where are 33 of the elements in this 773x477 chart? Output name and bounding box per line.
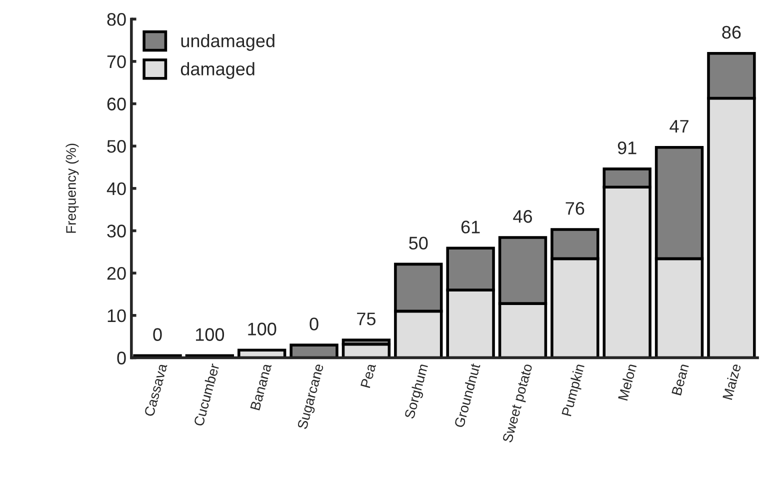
annotation: 91 [618,141,636,154]
y-axis-title: Frequency (%) [66,144,79,233]
y-tick-label: 60 [107,98,126,110]
y-tick-label: 80 [107,13,126,26]
x-tick-label: Melon [618,363,637,401]
annotation: 86 [722,26,741,39]
y-tick-label: 70 [107,55,126,68]
annotation: 100 [248,322,276,336]
annotation: 47 [670,120,688,132]
x-tick-label: Banana [250,362,272,410]
x-tick-label: Pea [360,362,376,388]
annotation: 0 [310,318,318,330]
legend-label: undamaged [181,34,274,51]
x-tick-label: Sweet potato [502,363,536,444]
annotation: 50 [409,236,428,250]
y-tick-label: 30 [107,224,126,238]
annotation: 100 [196,328,224,341]
annotation: 76 [566,202,584,215]
y-tick-label: 10 [108,309,126,322]
annotation: 0 [153,328,162,341]
x-tick-label: Maize [722,363,742,400]
annotation: 46 [513,210,532,223]
x-tick-label: Pumpkin [561,363,588,418]
legend-label: damaged [180,62,254,79]
annotation: 75 [357,312,376,326]
y-tick-label: 50 [107,140,126,153]
x-tick-label: Cassava [144,362,168,417]
y-tick-label: 40 [106,182,126,196]
annotation: 61 [461,220,480,234]
x-tick-label: Bean [672,364,689,396]
y-tick-label: 0 [117,352,126,364]
x-tick-label: Sorghum [404,363,431,420]
y-tick-label: 20 [107,267,126,280]
